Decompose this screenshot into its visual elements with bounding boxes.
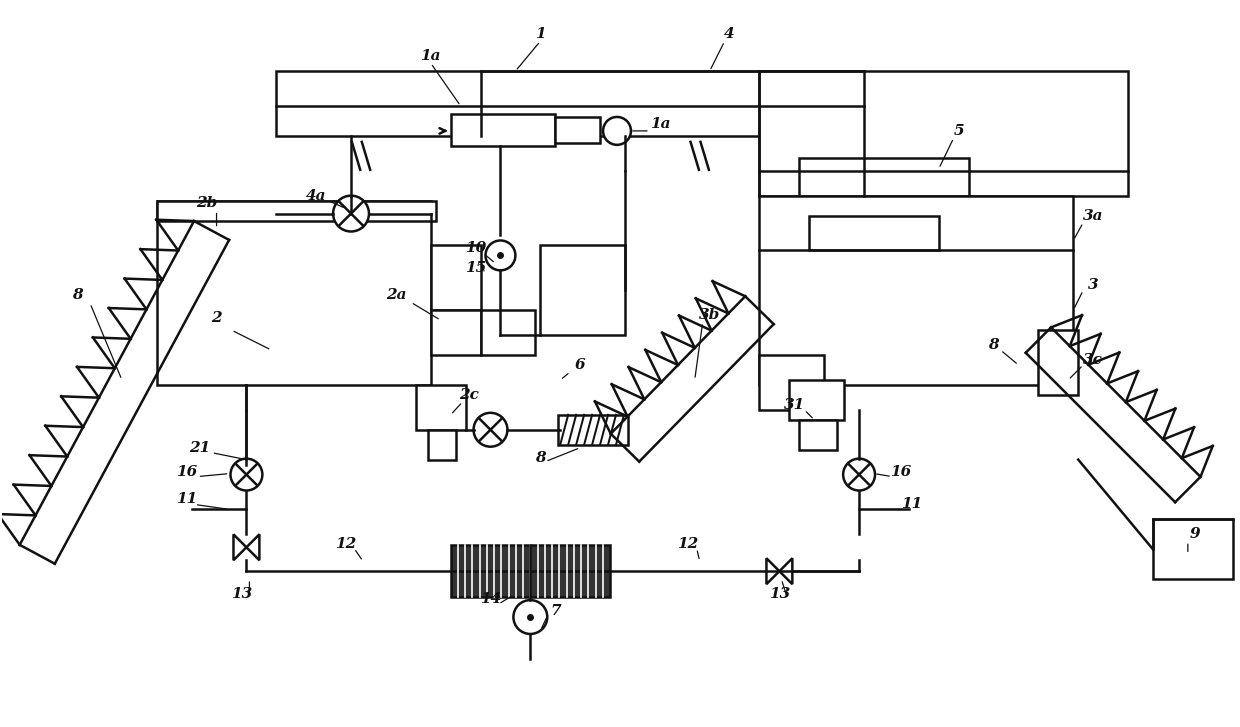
Bar	[759, 355, 825, 410]
Text: 3c: 3c	[1084, 353, 1104, 367]
Polygon shape	[766, 558, 780, 585]
Bar	[556, 117, 600, 142]
Bar	[790, 380, 844, 419]
Bar	[1038, 330, 1079, 395]
Bar	[1153, 519, 1233, 579]
Text: 16: 16	[176, 465, 197, 478]
Bar	[156, 201, 435, 220]
Circle shape	[474, 413, 507, 446]
Text: 7: 7	[549, 604, 560, 618]
Text: 21: 21	[188, 441, 211, 454]
Bar	[810, 216, 939, 250]
Bar	[277, 71, 864, 136]
Text: 12: 12	[336, 537, 357, 551]
Text: 2c: 2c	[459, 388, 479, 402]
Text: 14: 14	[480, 592, 501, 606]
Polygon shape	[247, 534, 259, 561]
Polygon shape	[233, 534, 247, 561]
Text: 2b: 2b	[196, 196, 217, 209]
Text: 5: 5	[954, 124, 963, 138]
Text: 2: 2	[211, 311, 222, 325]
Bar	[558, 415, 627, 445]
Text: 3b: 3b	[699, 308, 720, 322]
Bar	[450, 545, 610, 597]
Bar	[481, 310, 536, 355]
Circle shape	[513, 600, 547, 634]
Text: 31: 31	[784, 398, 805, 411]
Text: 8: 8	[534, 451, 546, 465]
Text: 11: 11	[176, 492, 197, 507]
Bar	[759, 196, 1074, 385]
Bar	[430, 310, 481, 355]
Text: 4: 4	[724, 28, 735, 41]
Text: 13: 13	[769, 587, 790, 601]
Bar	[450, 114, 556, 146]
Bar	[428, 430, 455, 459]
Text: 1: 1	[534, 28, 546, 41]
Bar	[800, 158, 968, 196]
Text: 3a: 3a	[1083, 209, 1104, 222]
Bar	[759, 71, 1128, 196]
Text: 2a: 2a	[386, 289, 407, 302]
Text: 1a: 1a	[650, 117, 670, 131]
Bar	[156, 201, 430, 385]
Text: 9: 9	[1189, 527, 1200, 542]
Text: 1a: 1a	[420, 49, 441, 63]
Text: 11: 11	[901, 497, 923, 512]
Circle shape	[334, 196, 370, 231]
Text: 3: 3	[1087, 278, 1099, 292]
Text: 4a: 4a	[306, 188, 326, 203]
Polygon shape	[780, 558, 792, 585]
Text: 8: 8	[988, 338, 999, 352]
Text: 8: 8	[72, 289, 82, 302]
Circle shape	[231, 459, 263, 491]
Text: 6: 6	[575, 358, 585, 372]
Text: 16: 16	[890, 465, 911, 478]
Text: 15: 15	[465, 262, 486, 276]
Text: 12: 12	[677, 537, 698, 551]
Circle shape	[843, 459, 875, 491]
Bar	[430, 246, 481, 310]
Bar	[800, 419, 837, 450]
Bar	[415, 385, 465, 430]
Text: 10: 10	[465, 241, 486, 255]
Text: 13: 13	[231, 587, 252, 601]
Circle shape	[486, 241, 516, 270]
Bar	[541, 246, 625, 335]
Circle shape	[603, 117, 631, 145]
